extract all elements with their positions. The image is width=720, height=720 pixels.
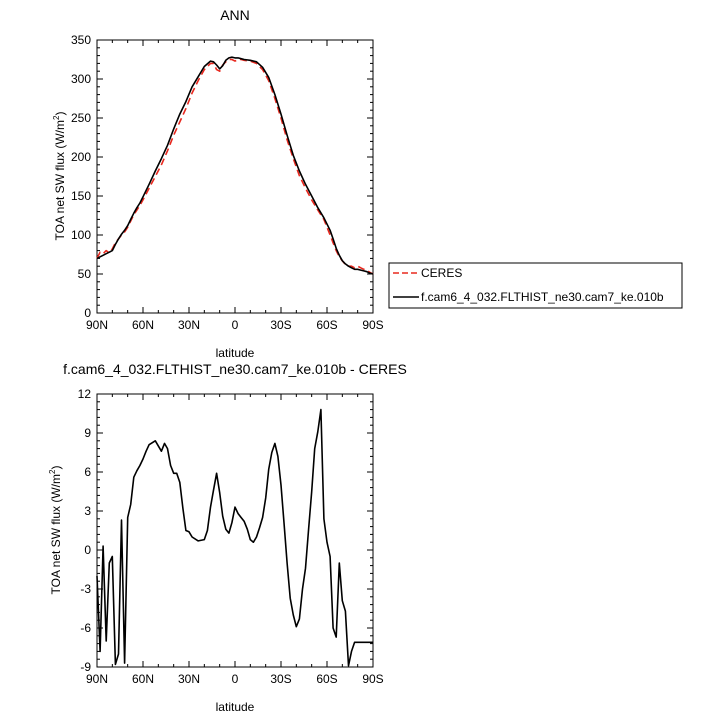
- bottom-x-tick-label: 60N: [132, 672, 154, 686]
- bottom-x-tick-label: 90S: [362, 672, 383, 686]
- top-y-tick-label: 200: [71, 150, 91, 164]
- bottom-y-axis-label-main: TOA net SW flux (W/m: [49, 474, 63, 594]
- bottom-x-tick-label: 0: [232, 672, 239, 686]
- top-panel: ANN 90N 60N 30N 0 30S 60S 90S 0 50 100 150 200 250 30…: [52, 7, 384, 360]
- top-plot-frame: [96, 39, 374, 314]
- top-y-tick-label: 0: [84, 306, 91, 320]
- bottom-y-axis-label-end: ): [49, 466, 63, 470]
- legend-model-label: f.cam6_4_032.FLTHIST_ne30.cam7_ke.010b: [421, 290, 664, 304]
- top-x-tick-label: 0: [232, 318, 239, 332]
- bottom-y-tick-label: 0: [84, 543, 91, 557]
- top-y-tick-label: 300: [71, 72, 91, 86]
- top-x-tick-label: 30N: [178, 318, 200, 332]
- legend: CERES f.cam6_4_032.FLTHIST_ne30.cam7_ke.…: [388, 262, 683, 309]
- bottom-y-axis-label: TOA net SW flux (W/m2): [48, 466, 63, 595]
- bottom-panel: f.cam6_4_032.FLTHIST_ne30.cam7_ke.010b -…: [48, 361, 407, 714]
- bottom-y-axis-label-sup: 2: [48, 469, 57, 474]
- bottom-y-tick-label: 9: [84, 426, 91, 440]
- top-chart-title: ANN: [220, 7, 250, 23]
- top-y-tick-label: 50: [78, 267, 92, 281]
- bottom-x-axis-label: latitude: [216, 700, 255, 714]
- bottom-chart-title: f.cam6_4_032.FLTHIST_ne30.cam7_ke.010b -…: [63, 361, 407, 377]
- bottom-y-tick-label: 6: [84, 465, 91, 479]
- bottom-x-tick-label: 60S: [316, 672, 337, 686]
- top-y-axis-label-sup: 2: [52, 115, 61, 120]
- bottom-ticks: 90N 60N 30N 0 30S 60S 90S -9 -6 -3 0 3 6 9 12: [78, 387, 384, 686]
- bottom-y-tick-label: 12: [78, 387, 92, 401]
- top-y-axis-label-end: ): [53, 112, 67, 116]
- legend-ceres-label: CERES: [421, 266, 462, 280]
- top-x-tick-label: 60N: [132, 318, 154, 332]
- bottom-y-tick-label: -6: [80, 621, 91, 635]
- top-x-tick-label: 90S: [362, 318, 383, 332]
- bottom-x-tick-label: 30S: [270, 672, 291, 686]
- top-y-tick-label: 250: [71, 111, 91, 125]
- bottom-y-tick-label: -9: [80, 660, 91, 674]
- top-y-tick-label: 350: [71, 33, 91, 47]
- top-y-axis-label-main: TOA net SW flux (W/m: [53, 120, 67, 240]
- top-series-line-1: [96, 56, 374, 275]
- bottom-series-line-0: [96, 408, 373, 667]
- bottom-series: [96, 408, 373, 667]
- top-x-tick-label: 90N: [86, 318, 108, 332]
- top-y-axis-label: TOA net SW flux (W/m2): [52, 112, 67, 241]
- bottom-y-tick-label: 3: [84, 504, 91, 518]
- bottom-plot-frame: [96, 393, 374, 668]
- top-series-line-0: [96, 58, 374, 275]
- top-x-tick-label: 60S: [316, 318, 337, 332]
- top-series: [96, 56, 374, 275]
- bottom-y-tick-label: -3: [80, 582, 91, 596]
- top-y-tick-label: 150: [71, 189, 91, 203]
- top-ticks: 90N 60N 30N 0 30S 60S 90S 0 50 100 150 200 250 300 350: [71, 33, 384, 332]
- top-x-axis-label: latitude: [216, 346, 255, 360]
- bottom-x-tick-label: 30N: [178, 672, 200, 686]
- top-x-tick-label: 30S: [270, 318, 291, 332]
- bottom-x-tick-label: 90N: [86, 672, 108, 686]
- legend-box: [388, 262, 683, 309]
- top-y-tick-label: 100: [71, 228, 91, 242]
